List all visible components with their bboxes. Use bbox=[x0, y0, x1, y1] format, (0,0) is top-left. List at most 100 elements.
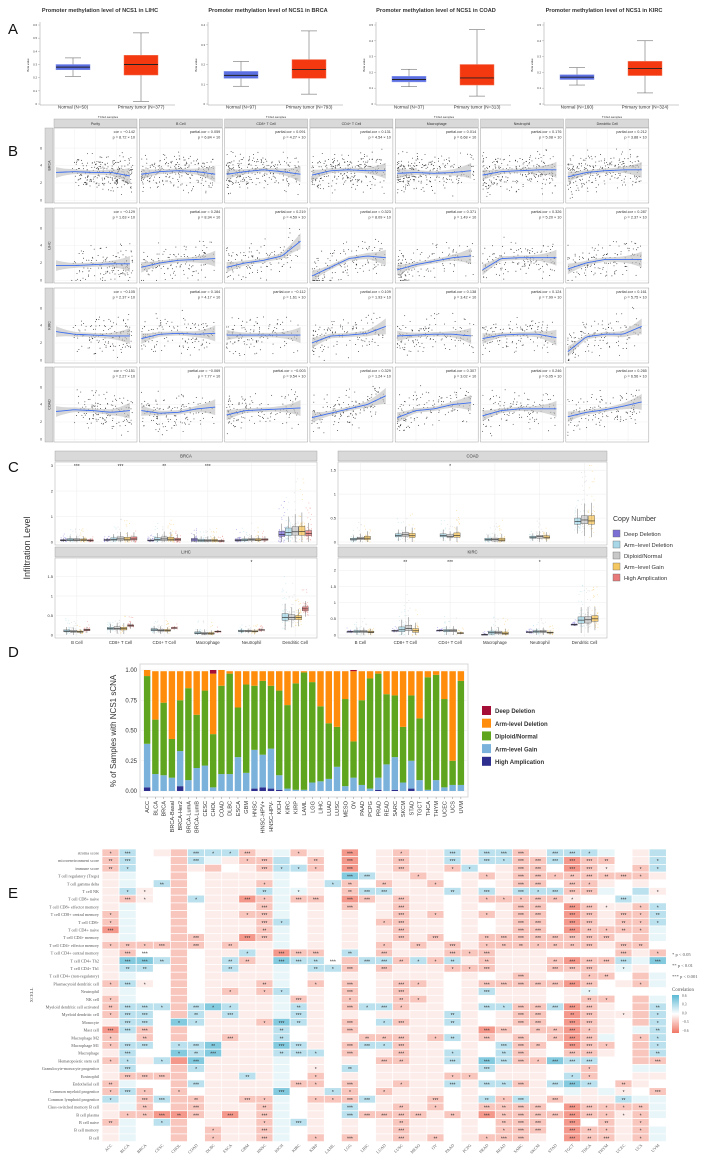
data-point bbox=[116, 256, 118, 257]
data-point bbox=[247, 339, 249, 341]
data-point bbox=[352, 166, 353, 168]
data-point bbox=[583, 183, 585, 185]
data-point bbox=[274, 166, 275, 167]
data-point bbox=[403, 348, 405, 350]
data-point bbox=[251, 159, 253, 161]
data-point bbox=[316, 258, 318, 259]
data-point bbox=[423, 347, 425, 349]
data-point bbox=[110, 278, 112, 280]
data-point bbox=[351, 250, 353, 252]
data-point bbox=[453, 166, 454, 168]
data-point bbox=[605, 173, 607, 175]
data-point bbox=[228, 421, 230, 423]
panel-letter-c: C bbox=[8, 459, 19, 476]
data-point bbox=[582, 183, 584, 184]
data-point bbox=[121, 401, 123, 403]
data-point bbox=[411, 168, 413, 170]
data-point bbox=[103, 273, 105, 275]
data-point bbox=[171, 277, 173, 279]
data-point bbox=[413, 168, 415, 170]
data-point bbox=[99, 404, 101, 406]
data-point bbox=[98, 316, 100, 318]
data-point bbox=[108, 181, 109, 183]
data-point bbox=[148, 404, 150, 406]
data-point bbox=[319, 346, 321, 348]
y-tick-label: 4 bbox=[40, 403, 42, 407]
p-value: p = 5.20 × 10 bbox=[539, 216, 561, 220]
data-point bbox=[521, 344, 523, 346]
data-point bbox=[591, 256, 593, 258]
data-point bbox=[167, 340, 169, 342]
data-point bbox=[431, 253, 433, 255]
data-point bbox=[359, 166, 361, 168]
data-point bbox=[399, 406, 401, 407]
data-point bbox=[352, 183, 354, 185]
data-point bbox=[142, 417, 144, 419]
data-point bbox=[234, 324, 236, 326]
data-point bbox=[318, 329, 320, 331]
data-point bbox=[339, 173, 341, 175]
data-point bbox=[285, 343, 287, 345]
data-point bbox=[142, 165, 144, 167]
data-point bbox=[106, 258, 108, 260]
data-point bbox=[405, 184, 407, 186]
data-point bbox=[501, 176, 503, 178]
data-point bbox=[346, 241, 348, 243]
data-point bbox=[151, 270, 153, 272]
data-point bbox=[408, 184, 410, 186]
data-point bbox=[106, 162, 108, 164]
data-point bbox=[156, 186, 158, 188]
data-point bbox=[121, 152, 123, 154]
data-point bbox=[244, 398, 246, 400]
data-point bbox=[311, 182, 313, 184]
data-point bbox=[429, 338, 431, 340]
data-point bbox=[629, 156, 631, 158]
data-point bbox=[368, 247, 370, 249]
data-point bbox=[115, 405, 117, 407]
data-point bbox=[451, 410, 453, 412]
data-point bbox=[574, 169, 575, 171]
data-point bbox=[492, 162, 494, 164]
data-point bbox=[113, 159, 115, 161]
data-point bbox=[104, 344, 105, 346]
data-point bbox=[429, 169, 431, 171]
data-point bbox=[381, 264, 383, 266]
data-point bbox=[188, 166, 190, 168]
data-point bbox=[173, 425, 175, 426]
data-point bbox=[174, 415, 176, 417]
data-point bbox=[189, 155, 191, 157]
data-point bbox=[399, 181, 401, 183]
data-point bbox=[569, 183, 571, 185]
data-point bbox=[572, 351, 574, 353]
data-point bbox=[150, 329, 152, 330]
correlation-value: partial.cor = −0.112 bbox=[273, 290, 305, 294]
data-point bbox=[246, 344, 248, 346]
data-point bbox=[227, 180, 229, 182]
data-point bbox=[94, 352, 96, 354]
data-point bbox=[637, 160, 639, 162]
data-point bbox=[402, 256, 404, 258]
data-point bbox=[456, 392, 457, 394]
data-point bbox=[245, 255, 246, 256]
data-point bbox=[263, 162, 265, 164]
data-point bbox=[420, 180, 422, 182]
data-point bbox=[152, 267, 154, 269]
data-point bbox=[402, 419, 404, 421]
data-point bbox=[431, 189, 433, 191]
data-point bbox=[110, 176, 112, 178]
data-point bbox=[377, 391, 379, 393]
data-point bbox=[182, 396, 184, 398]
data-point bbox=[606, 161, 607, 163]
data-point bbox=[618, 345, 619, 347]
data-point bbox=[227, 187, 229, 189]
data-point bbox=[501, 163, 503, 164]
data-point bbox=[545, 341, 546, 342]
data-point bbox=[487, 330, 489, 332]
data-point bbox=[434, 317, 435, 319]
data-point bbox=[107, 156, 109, 158]
data-point bbox=[573, 332, 575, 334]
p-value: p = 3.02 × 10 bbox=[454, 375, 476, 379]
data-point bbox=[94, 275, 96, 277]
